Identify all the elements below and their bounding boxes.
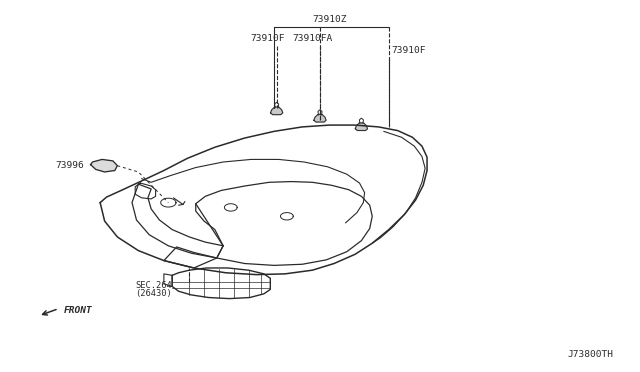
Polygon shape (355, 123, 367, 131)
Polygon shape (314, 114, 326, 122)
Text: J73800TH: J73800TH (567, 350, 613, 359)
Text: (26430): (26430) (136, 289, 172, 298)
Text: 73910Z: 73910Z (312, 15, 347, 23)
Text: 73996: 73996 (56, 161, 84, 170)
Text: 73910F: 73910F (392, 46, 426, 55)
Polygon shape (91, 160, 117, 172)
Text: SEC.264: SEC.264 (136, 281, 172, 290)
Polygon shape (271, 107, 283, 115)
Text: 73910FA: 73910FA (292, 34, 332, 43)
Text: 73910F: 73910F (250, 34, 285, 43)
Text: FRONT: FRONT (64, 306, 93, 315)
